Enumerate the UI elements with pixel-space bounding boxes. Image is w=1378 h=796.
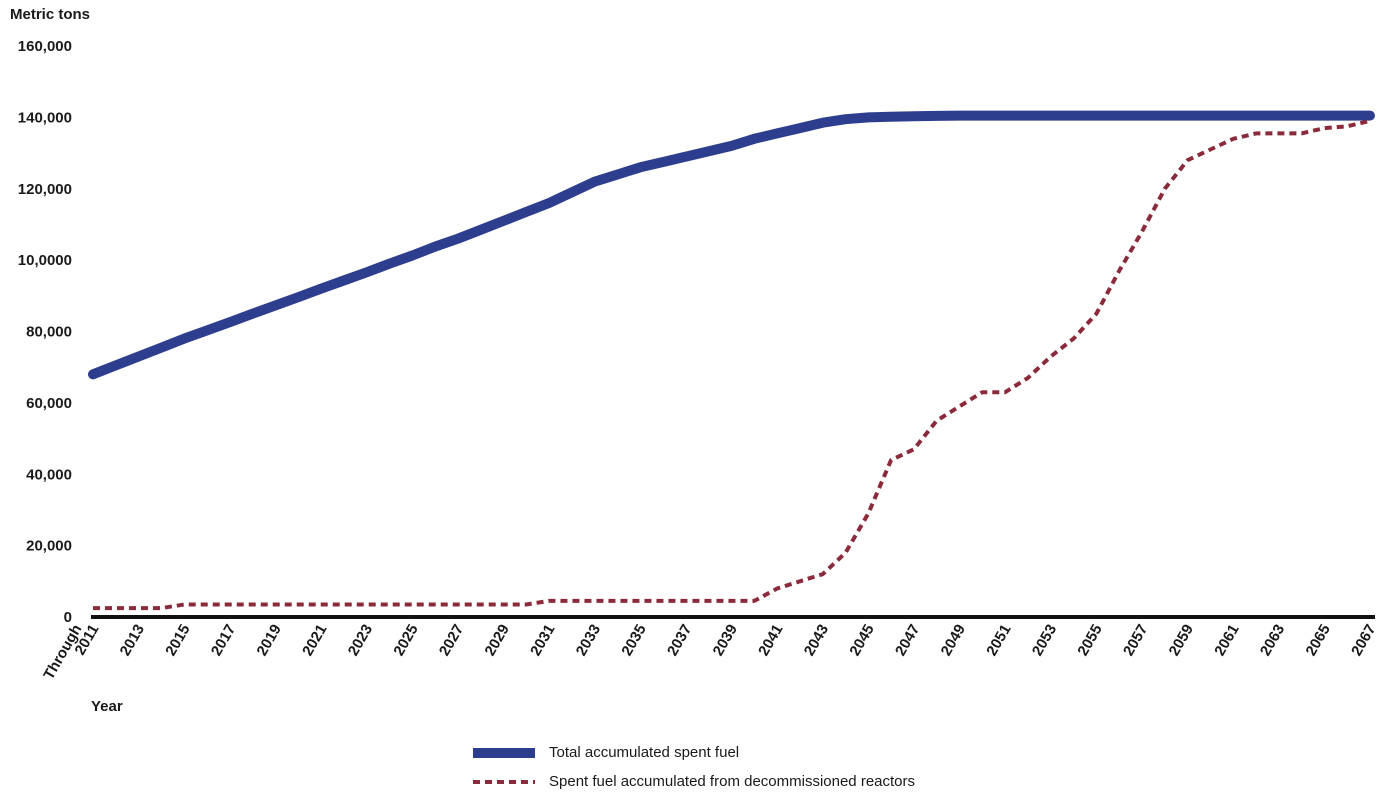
y-axis-ticks: 0 20,000 40,000 60,000 80,000 10,0000 120,000 1… <box>18 38 72 626</box>
x-axis-title: Year <box>91 698 123 715</box>
x-tick-label: 2053 <box>1029 622 1060 659</box>
x-tick-label: 2029 <box>482 622 513 659</box>
x-tick-label: 2015 <box>162 622 193 659</box>
x-tick-label: 2023 <box>345 622 376 659</box>
y-tick-label: 80,000 <box>26 324 72 341</box>
legend: Total accumulated spent fuel Spent fuel … <box>473 738 915 796</box>
legend-label-total: Total accumulated spent fuel <box>549 744 740 761</box>
y-tick-label: 140,000 <box>18 109 72 126</box>
series-layer <box>88 110 1375 611</box>
x-tick-label: 2045 <box>846 622 877 659</box>
x-tick-label: 2061 <box>1211 622 1242 659</box>
legend-swatch-decommissioned <box>473 779 535 784</box>
y-tick-label: 40,000 <box>26 466 72 483</box>
x-tick-label: 2035 <box>618 622 649 659</box>
x-tick-label: 2047 <box>892 622 923 659</box>
x-tick-label: 2039 <box>710 622 741 659</box>
y-tick-label: 120,000 <box>18 181 72 198</box>
x-tick-label: 2051 <box>983 621 1014 658</box>
x-tick-label: 2065 <box>1302 622 1333 659</box>
x-tick-label: 2067 <box>1348 622 1378 659</box>
x-tick-label: 2049 <box>938 622 969 659</box>
series-line-decommissioned <box>93 118 1371 611</box>
x-tick-label: 2057 <box>1120 622 1151 659</box>
x-tick-label: 2019 <box>253 622 284 659</box>
x-tick-label: 2013 <box>117 622 148 659</box>
legend-label-decommissioned: Spent fuel accumulated from decommission… <box>549 773 916 790</box>
x-tick-label: 2033 <box>573 622 604 659</box>
x-tick-label: 2055 <box>1074 622 1105 659</box>
y-tick-label: 20,000 <box>26 538 72 555</box>
x-tick-label: 2059 <box>1166 622 1197 659</box>
y-tick-label: 0 <box>64 609 72 626</box>
legend-item-total: Total accumulated spent fuel <box>473 738 915 767</box>
y-axis-title: Metric tons <box>10 6 91 23</box>
x-tick-label: 2017 <box>208 622 239 659</box>
y-tick-label: 160,000 <box>18 38 72 55</box>
y-tick-label: 10,0000 <box>18 252 72 269</box>
legend-swatch-total <box>473 747 535 758</box>
x-tick-label: 2037 <box>664 622 695 659</box>
series-line-total <box>88 110 1375 380</box>
x-tick-label: 2021 <box>299 622 330 659</box>
x-tick-label: 2041 <box>755 622 786 659</box>
x-tick-label: 2063 <box>1257 622 1288 659</box>
x-tick-label: 2027 <box>436 622 467 659</box>
legend-item-decommissioned: Spent fuel accumulated from decommission… <box>473 767 915 796</box>
x-tick-label: 2043 <box>801 622 832 659</box>
x-tick-label: 2031 <box>527 622 558 659</box>
y-tick-label: 60,000 <box>26 395 72 412</box>
x-tick-label: 2025 <box>390 622 421 659</box>
